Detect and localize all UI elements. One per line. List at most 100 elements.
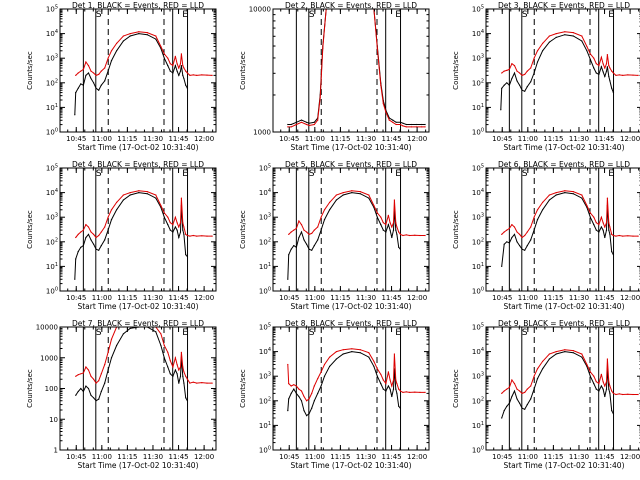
x-tick-label: 11:30 (143, 135, 163, 143)
data-point-events-27 (602, 229, 604, 231)
data-point-lld-6 (87, 65, 90, 67)
data-point-events-8 (303, 410, 305, 412)
data-point-lld-29 (391, 385, 393, 387)
data-point-events-29 (179, 375, 182, 377)
data-point-events-4 (508, 242, 510, 244)
data-point-lld-21 (368, 352, 370, 354)
x-tick-label: 11:00 (305, 294, 325, 302)
data-point-lld-25 (598, 224, 600, 226)
data-point-lld-17 (129, 33, 131, 35)
data-point-events-18 (342, 353, 344, 355)
data-point-events-25 (421, 123, 423, 126)
data-point-lld-37 (622, 235, 624, 237)
data-point-events-16 (329, 209, 331, 211)
data-point-lld-28 (604, 226, 606, 228)
data-point-events-2 (75, 92, 77, 94)
data-point-events-4 (293, 388, 295, 390)
data-point-events-9 (93, 82, 95, 84)
data-point-events-23 (410, 123, 412, 126)
data-point-lld-23 (376, 368, 378, 370)
data-point-lld-17 (335, 351, 337, 353)
data-point-events-7 (87, 233, 90, 235)
data-point-events-9 (306, 415, 308, 417)
data-point-events-15 (110, 60, 113, 62)
data-point-lld-33 (396, 383, 398, 385)
data-point-lld-17 (555, 192, 557, 194)
x-tick-label: 11:00 (92, 453, 112, 461)
panel-title: Det 3, BLACK = Events, RED = LLD (498, 1, 630, 10)
data-point-lld-30 (392, 379, 395, 381)
y-axis-label: Counts/sec (239, 369, 247, 408)
data-point-events-9 (95, 400, 97, 402)
data-point-events-18 (564, 192, 566, 194)
data-point-lld-4 (300, 121, 303, 123)
x-tick-label: 11:45 (594, 294, 614, 302)
data-point-events-32 (182, 74, 184, 76)
data-point-events-10 (95, 248, 97, 250)
data-point-events-33 (611, 251, 613, 253)
x-tick-label: 11:45 (381, 135, 401, 143)
data-point-events-3 (506, 405, 508, 407)
data-point-lld-38 (627, 235, 629, 237)
y-tick-label: 100 (46, 287, 58, 296)
data-point-lld-21 (160, 333, 162, 335)
data-point-lld-8 (519, 390, 521, 392)
data-point-lld-13 (107, 57, 109, 59)
y-tick-label: 105 (259, 164, 271, 173)
data-point-events-2 (290, 123, 292, 126)
data-point-events-35 (612, 92, 615, 94)
data-point-events-22 (586, 50, 588, 52)
data-point-lld-41 (424, 391, 426, 393)
data-point-lld-13 (533, 57, 535, 59)
data-point-events-22 (373, 365, 375, 367)
y-tick-label: 105 (472, 323, 484, 332)
x-tick-label: 10:45 (492, 453, 512, 461)
y-tick-label: 102 (46, 78, 58, 87)
data-point-events-23 (593, 224, 595, 226)
data-point-lld-4 (82, 372, 84, 374)
data-point-lld-32 (396, 226, 398, 228)
y-tick-label: 102 (472, 237, 484, 246)
y-tick-label: 100 (472, 287, 484, 296)
y-tick-label: 1000 (40, 354, 58, 362)
data-point-events-21 (402, 122, 404, 124)
data-point-lld-34 (399, 233, 401, 235)
y-axis-label: Counts/sec (26, 51, 34, 90)
data-point-events-34 (185, 84, 187, 86)
y-tick-label: 103 (259, 372, 271, 381)
plot-frame (59, 8, 217, 133)
data-point-events-7 (300, 231, 303, 233)
data-point-lld-19 (146, 31, 148, 34)
data-point-events-5 (508, 84, 510, 86)
data-point-lld-25 (598, 65, 600, 67)
data-point-lld-24 (595, 381, 597, 383)
data-point-events-24 (593, 67, 595, 69)
data-point-lld-23 (593, 375, 595, 377)
data-point-lld-2 (77, 233, 79, 235)
data-point-lld-5 (85, 61, 87, 63)
data-point-lld-5 (85, 224, 87, 226)
data-point-events-5 (82, 245, 84, 247)
data-point-events-19 (351, 192, 353, 194)
data-point-lld-5 (295, 385, 297, 387)
data-point-lld-30 (180, 197, 182, 199)
data-point-lld-24 (169, 222, 171, 224)
data-point-lld-16 (329, 356, 331, 358)
series-line-lld (75, 31, 213, 76)
data-point-events-27 (174, 65, 176, 67)
data-point-lld-2 (503, 231, 505, 233)
data-point-lld-40 (637, 235, 639, 237)
data-point-events-6 (87, 387, 90, 390)
data-point-lld-14 (110, 209, 113, 211)
data-point-lld-31 (393, 353, 395, 355)
y-tick-label: 104 (46, 29, 58, 38)
data-point-events-17 (548, 41, 551, 43)
data-point-lld-4 (295, 227, 297, 229)
data-point-lld-19 (572, 31, 574, 34)
x-tick-label: 11:45 (594, 135, 614, 143)
data-point-lld-39 (632, 235, 634, 237)
data-point-lld-37 (405, 391, 407, 393)
data-point-lld-13 (376, 47, 378, 49)
